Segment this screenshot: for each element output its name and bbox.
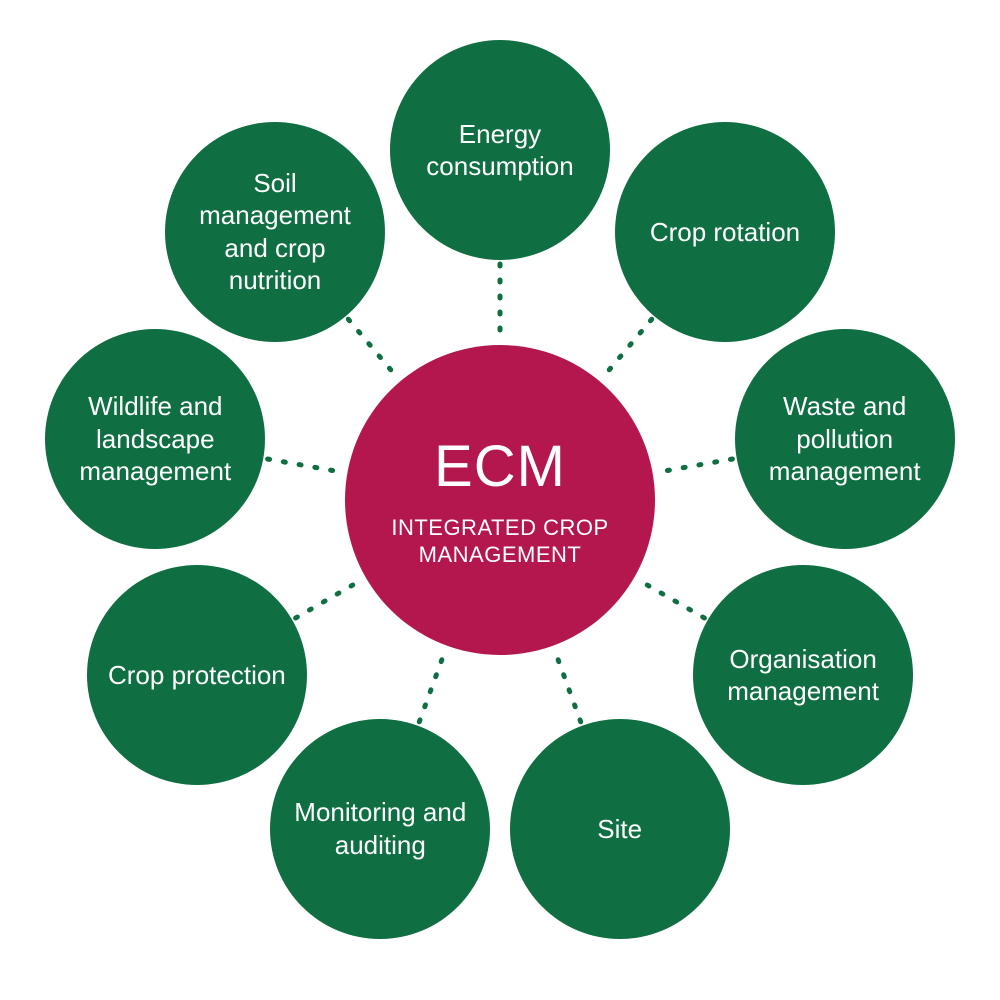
outer-node-label: Crop rotation [650, 216, 800, 249]
outer-node-label: Wildlife and landscape management [63, 390, 247, 488]
outer-node: Crop protection [87, 565, 307, 785]
connector-line [338, 307, 391, 370]
outer-node-label: Organisation management [711, 643, 895, 708]
outer-node: Crop rotation [615, 122, 835, 342]
outer-node-label: Monitoring and auditing [288, 796, 472, 861]
outer-node-label: Soil management and crop nutrition [183, 167, 367, 297]
center-node-content: ECM INTEGRATED CROP MANAGEMENT [363, 431, 637, 569]
outer-node-label: Site [597, 813, 642, 846]
outer-node-label: Waste and pollution management [753, 390, 937, 488]
outer-node: Organisation management [693, 565, 913, 785]
outer-node: Site [510, 719, 730, 939]
diagram-stage: ECM INTEGRATED CROP MANAGEMENT Energy co… [0, 0, 1000, 1000]
center-subtitle: INTEGRATED CROP MANAGEMENT [363, 514, 637, 569]
connector-line [252, 456, 333, 470]
outer-node-label: Crop protection [108, 659, 286, 692]
outer-node-label: Energy consumption [408, 118, 592, 183]
outer-node: Wildlife and landscape management [45, 329, 265, 549]
center-title: ECM [363, 431, 637, 504]
outer-node: Monitoring and auditing [270, 719, 490, 939]
center-node: ECM INTEGRATED CROP MANAGEMENT [345, 345, 655, 655]
outer-node: Energy consumption [390, 40, 610, 260]
outer-node: Soil management and crop nutrition [165, 122, 385, 342]
outer-node: Waste and pollution management [735, 329, 955, 549]
